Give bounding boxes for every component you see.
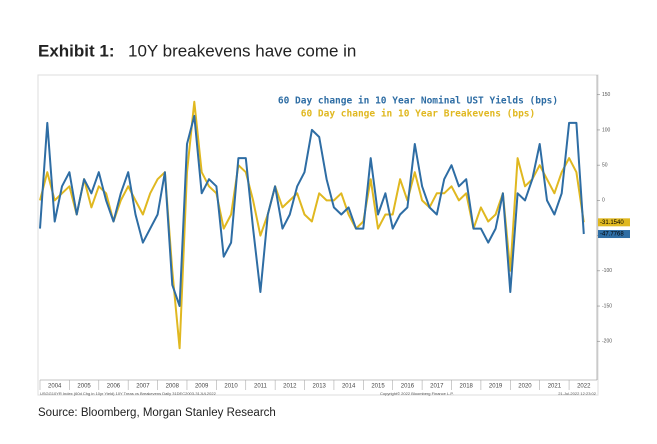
x-tick-label: 2015 bbox=[371, 384, 385, 390]
y-tick-label: 50 bbox=[602, 162, 608, 168]
y-tick-label: 0 bbox=[602, 198, 605, 204]
x-tick-label: 2006 bbox=[107, 384, 121, 390]
x-tick-label: 2008 bbox=[166, 384, 180, 390]
end-label: -31.1540 bbox=[600, 220, 624, 226]
end-label-box bbox=[598, 230, 630, 239]
end-label: -47.7768 bbox=[600, 232, 624, 238]
legend-entry: 60 Day change in 10 Year Nominal UST Yie… bbox=[278, 96, 558, 107]
x-tick-label: 2013 bbox=[313, 384, 327, 390]
y-tick-label: 150 bbox=[602, 92, 611, 98]
x-tick-label: 2014 bbox=[342, 384, 356, 390]
footer-left: USGG10YR Index (60d Chg in 10yr Yield) 1… bbox=[40, 391, 217, 396]
x-tick-label: 2009 bbox=[195, 384, 209, 390]
x-tick-label: 2016 bbox=[401, 384, 415, 390]
x-tick-label: 2017 bbox=[430, 384, 444, 390]
x-tick-label: 2004 bbox=[48, 384, 62, 390]
chart-title: 10Y breakevens have come in bbox=[128, 41, 356, 60]
footer-center: Copyright© 2022 Bloomberg Finance L.P. bbox=[380, 391, 454, 396]
x-tick-label: 2007 bbox=[136, 384, 150, 390]
x-tick-label: 2012 bbox=[283, 384, 297, 390]
x-tick-label: 2019 bbox=[489, 384, 503, 390]
x-tick-label: 2010 bbox=[224, 384, 238, 390]
y-tick-label: -100 bbox=[602, 268, 612, 274]
footer-right: 21-Jul-2022 12:23:02 bbox=[558, 391, 597, 396]
series-line bbox=[39, 114, 585, 307]
source: Source: Bloomberg, Morgan Stanley Resear… bbox=[38, 407, 276, 419]
x-tick-label: 2021 bbox=[548, 384, 562, 390]
legend-entry: 60 Day change in 10 Year Breakevens (bps… bbox=[301, 109, 536, 120]
y-tick-label: -150 bbox=[602, 303, 612, 309]
x-tick-label: 2020 bbox=[518, 384, 532, 390]
x-tick-label: 2022 bbox=[577, 384, 591, 390]
x-tick-label: 2005 bbox=[77, 384, 91, 390]
exhibit-label: Exhibit 1: bbox=[38, 41, 115, 60]
end-label-box bbox=[598, 218, 630, 227]
y-tick-label: 100 bbox=[602, 127, 611, 133]
x-tick-label: 2018 bbox=[460, 384, 474, 390]
x-tick-label: 2011 bbox=[254, 384, 268, 390]
y-tick-label: -200 bbox=[602, 339, 612, 345]
plot-frame bbox=[37, 74, 599, 396]
